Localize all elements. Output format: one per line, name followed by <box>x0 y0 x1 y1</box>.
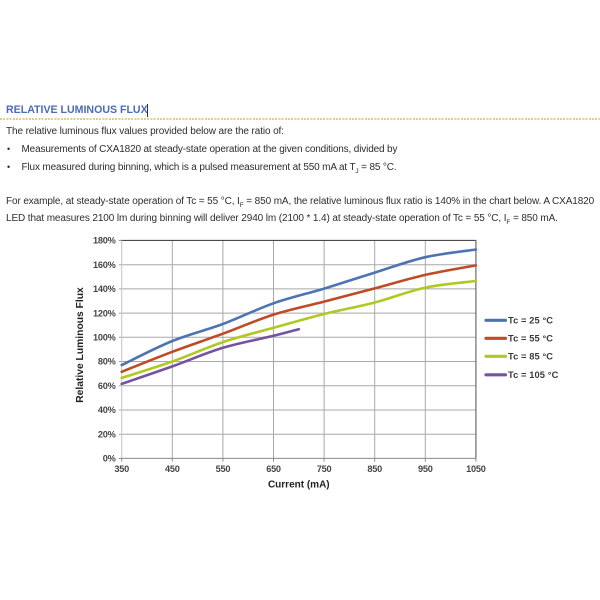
svg-text:Relative Luminous Flux: Relative Luminous Flux <box>75 287 86 403</box>
svg-text:160%: 160% <box>93 260 116 270</box>
svg-text:60%: 60% <box>98 381 116 391</box>
svg-text:650: 650 <box>266 464 281 474</box>
svg-text:Tc = 105 °C: Tc = 105 °C <box>508 370 559 380</box>
svg-text:80%: 80% <box>98 357 116 367</box>
svg-text:350: 350 <box>114 464 129 474</box>
svg-text:Tc = 85 °C: Tc = 85 °C <box>508 352 553 362</box>
svg-text:Tc = 55 °C: Tc = 55 °C <box>508 334 553 344</box>
svg-text:550: 550 <box>216 464 231 474</box>
svg-text:950: 950 <box>418 464 433 474</box>
svg-text:120%: 120% <box>93 308 116 318</box>
svg-text:20%: 20% <box>98 429 116 439</box>
svg-text:450: 450 <box>165 464 180 474</box>
svg-text:180%: 180% <box>93 236 116 246</box>
svg-text:Current (mA): Current (mA) <box>268 479 330 490</box>
svg-text:1050: 1050 <box>466 464 486 474</box>
svg-text:140%: 140% <box>93 284 116 294</box>
svg-text:750: 750 <box>317 464 332 474</box>
svg-text:40%: 40% <box>98 405 116 415</box>
svg-text:850: 850 <box>367 464 382 474</box>
svg-text:0%: 0% <box>103 454 116 464</box>
svg-text:100%: 100% <box>93 333 116 343</box>
svg-text:Tc = 25 °C: Tc = 25 °C <box>508 316 553 326</box>
